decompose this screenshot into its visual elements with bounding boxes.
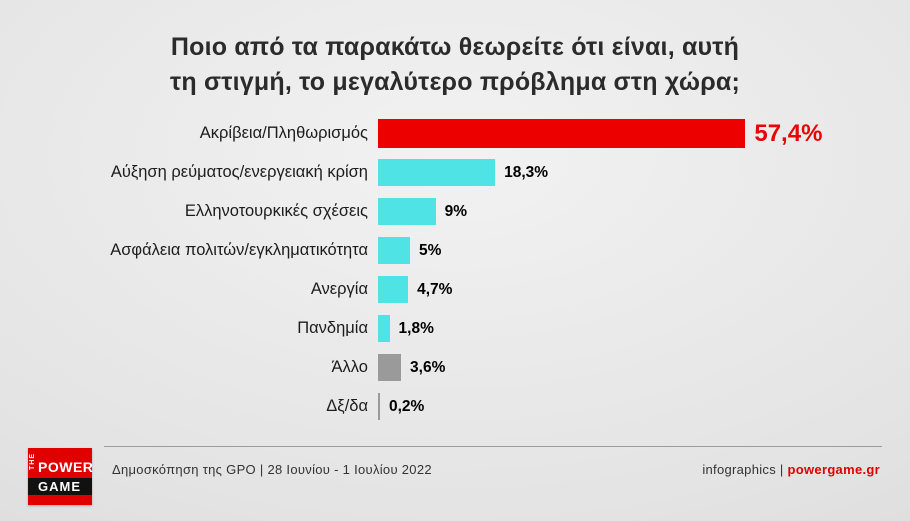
chart-title-line2: τη στιγμή, το μεγαλύτερο πρόβλημα στη χώ…	[170, 68, 740, 96]
chart-row: Ανεργία 4,7%	[0, 270, 910, 309]
value-label: 0,2%	[389, 397, 425, 415]
credits-prefix: infographics |	[702, 462, 788, 477]
value-label: 1,8%	[398, 319, 434, 337]
logo-power-text: POWER	[38, 459, 94, 475]
category-label: Αύξηση ρεύματος/ενεργειακή κρίση	[110, 163, 368, 181]
category-label: Ελληνοτουρκικές σχέσεις	[184, 202, 368, 220]
category-label: Πανδημία	[297, 319, 368, 337]
category-label: Ανεργία	[310, 280, 368, 298]
category-label: Ασφάλεια πολιτών/εγκληματικότητα	[110, 241, 368, 259]
footer-divider	[104, 446, 882, 447]
logo-game-text: GAME	[38, 479, 81, 494]
poll-source-text: Δημοσκόπηση της GPO | 28 Ιουνίου - 1 Ιου…	[112, 462, 432, 477]
value-label: 4,7%	[417, 280, 453, 298]
category-label: Ακρίβεια/Πληθωρισμός	[199, 124, 368, 142]
category-label: Δξ/δα	[326, 397, 368, 415]
value-label: 3,6%	[410, 358, 446, 376]
bar	[378, 119, 746, 148]
value-label: 9%	[444, 202, 467, 220]
value-label: 57,4%	[754, 119, 823, 147]
bar	[378, 315, 390, 342]
powergame-logo: THE POWER GAME	[28, 448, 94, 505]
bar	[378, 393, 380, 420]
bar	[378, 276, 409, 303]
bar-chart: Ακρίβεια/Πληθωρισμός 57,4% Αύξηση ρεύματος…	[0, 114, 910, 426]
logo-game-band: GAME	[28, 478, 92, 495]
bar	[378, 159, 496, 186]
value-label: 18,3%	[504, 163, 549, 181]
chart-row: Αύξηση ρεύματος/ενεργειακή κρίση 18,3%	[0, 153, 910, 192]
bar	[378, 198, 436, 225]
bar	[378, 237, 410, 264]
credits-brand: powergame.gr	[787, 462, 880, 477]
chart-title-line1: Ποιο από τα παρακάτω θεωρείτε ότι είναι,…	[170, 33, 740, 61]
credits-text: infographics | powergame.gr	[702, 462, 880, 477]
chart-row: Άλλο 3,6%	[0, 348, 910, 387]
chart-row: Δξ/δα 0,2%	[0, 387, 910, 426]
chart-row: Πανδημία 1,8%	[0, 309, 910, 348]
chart-title: Ποιο από τα παρακάτω θεωρείτε ότι είναι,…	[0, 30, 910, 100]
value-label: 5%	[419, 241, 442, 259]
bar	[378, 354, 402, 381]
chart-row: Ακρίβεια/Πληθωρισμός 57,4%	[0, 114, 910, 153]
category-label: Άλλο	[331, 358, 368, 376]
chart-row: Ελληνοτουρκικές σχέσεις 9%	[0, 192, 910, 231]
logo-the-text: THE	[29, 453, 36, 470]
chart-row: Ασφάλεια πολιτών/εγκληματικότητα 5%	[0, 231, 910, 270]
